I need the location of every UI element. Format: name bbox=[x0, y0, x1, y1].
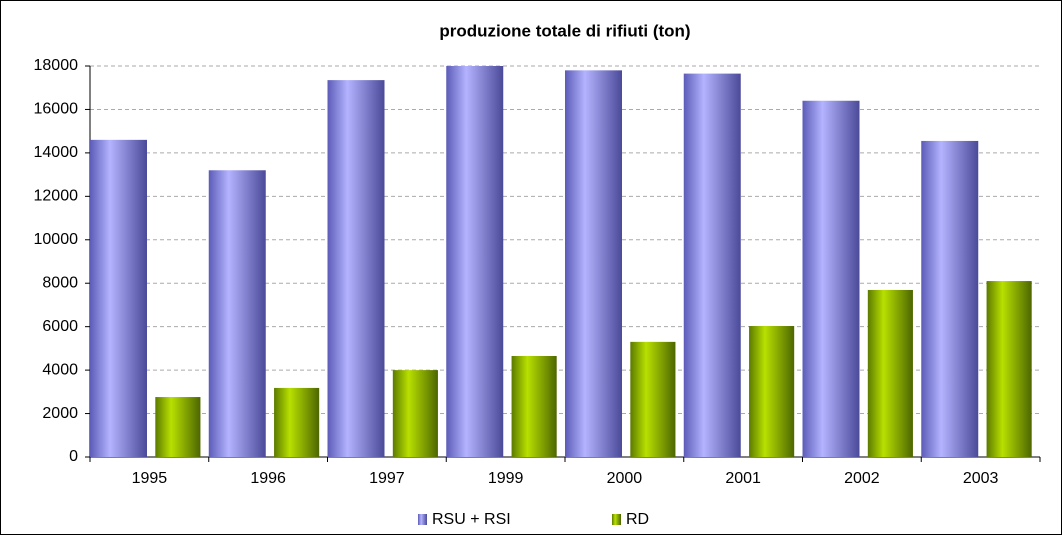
x-tick-label: 1995 bbox=[132, 470, 168, 487]
y-tick-label: 12000 bbox=[34, 188, 79, 205]
bar bbox=[327, 80, 385, 457]
bar bbox=[565, 70, 622, 457]
x-tick-label: 2001 bbox=[725, 470, 761, 487]
bar bbox=[208, 170, 266, 457]
x-tick-label: 1999 bbox=[488, 470, 524, 487]
x-tick-label: 1997 bbox=[369, 470, 405, 487]
y-tick-label: 10000 bbox=[34, 231, 79, 248]
bar bbox=[274, 387, 320, 457]
bar bbox=[155, 397, 201, 457]
bar bbox=[986, 281, 1032, 457]
bar bbox=[802, 100, 860, 457]
y-tick-label: 6000 bbox=[42, 318, 78, 335]
bar bbox=[392, 370, 438, 457]
x-tick-label: 2000 bbox=[607, 470, 643, 487]
bar bbox=[90, 139, 147, 457]
bar bbox=[921, 140, 979, 458]
bar bbox=[446, 66, 504, 457]
y-tick-label: 14000 bbox=[34, 144, 79, 161]
y-tick-label: 18000 bbox=[34, 57, 79, 74]
y-tick-label: 16000 bbox=[34, 101, 79, 118]
legend-label: RSU + RSI bbox=[432, 511, 511, 528]
bar bbox=[867, 289, 913, 457]
legend-label: RD bbox=[626, 511, 649, 528]
legend-swatch bbox=[418, 514, 427, 525]
y-tick-label: 0 bbox=[69, 448, 78, 465]
bar bbox=[749, 326, 795, 457]
y-tick-label: 2000 bbox=[42, 405, 78, 422]
y-tick-label: 8000 bbox=[42, 274, 78, 291]
bar bbox=[511, 355, 557, 457]
legend-swatch bbox=[612, 514, 621, 525]
chart-title: produzione totale di rifiuti (ton) bbox=[439, 21, 690, 40]
bar bbox=[630, 341, 676, 457]
bar bbox=[683, 73, 741, 457]
x-tick-label: 2002 bbox=[844, 470, 880, 487]
x-tick-label: 2003 bbox=[963, 470, 999, 487]
y-tick-label: 4000 bbox=[42, 361, 78, 378]
x-tick-label: 1996 bbox=[250, 470, 286, 487]
